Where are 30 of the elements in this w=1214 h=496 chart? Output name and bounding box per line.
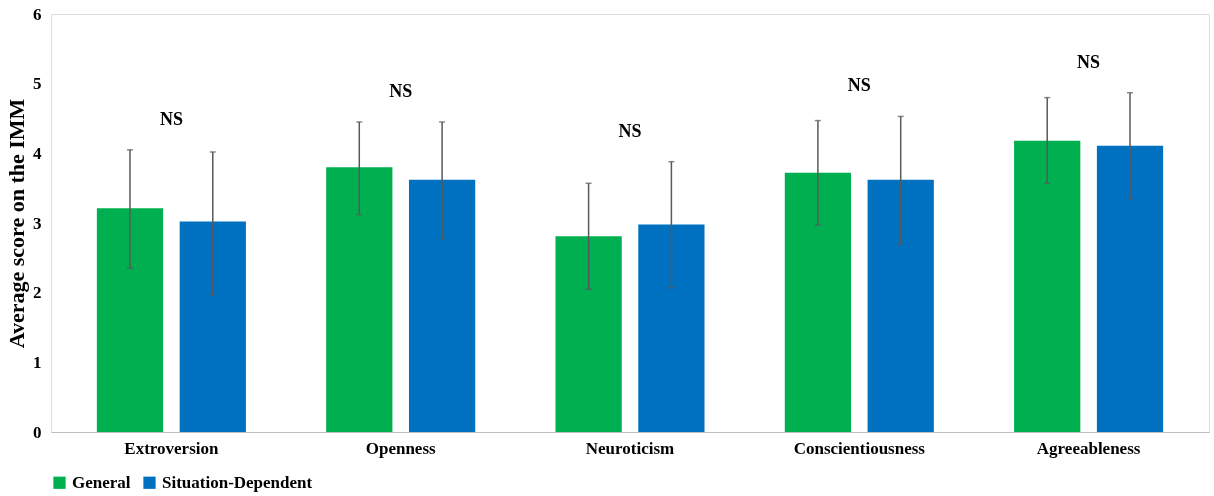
annotation: NS bbox=[389, 80, 413, 101]
y-tick-label: 0 bbox=[33, 422, 42, 442]
annotation: NS bbox=[1077, 51, 1101, 72]
y-tick-label: 1 bbox=[33, 352, 42, 372]
y-tick-label: 4 bbox=[33, 143, 42, 163]
annotation: NS bbox=[618, 120, 642, 141]
legend-label: General bbox=[72, 472, 131, 492]
bar bbox=[96, 208, 164, 432]
y-tick-label: 3 bbox=[33, 213, 42, 233]
y-tick-label: 2 bbox=[33, 283, 42, 303]
bar bbox=[179, 221, 246, 432]
bar bbox=[867, 179, 934, 432]
x-tick-label: Openness bbox=[365, 438, 437, 458]
bar bbox=[1096, 145, 1164, 432]
x-tick-label: Agreeableness bbox=[1036, 438, 1141, 458]
x-tick-label: Extroversion bbox=[124, 438, 219, 458]
bar bbox=[408, 179, 476, 432]
bar bbox=[1014, 140, 1081, 432]
x-tick-label: Neuroticism bbox=[585, 438, 675, 458]
bar bbox=[784, 172, 852, 432]
bar bbox=[638, 224, 705, 432]
bar bbox=[326, 167, 393, 432]
bar bbox=[555, 236, 622, 432]
x-tick-label: Conscientiousness bbox=[793, 438, 926, 458]
legend-label: Situation-Dependent bbox=[162, 472, 313, 492]
annotation: NS bbox=[159, 108, 183, 129]
annotation: NS bbox=[847, 75, 871, 96]
y-axis-title: Average score on the IMM bbox=[4, 98, 29, 349]
y-tick-label: 6 bbox=[33, 4, 42, 24]
y-tick-label: 5 bbox=[33, 74, 42, 94]
